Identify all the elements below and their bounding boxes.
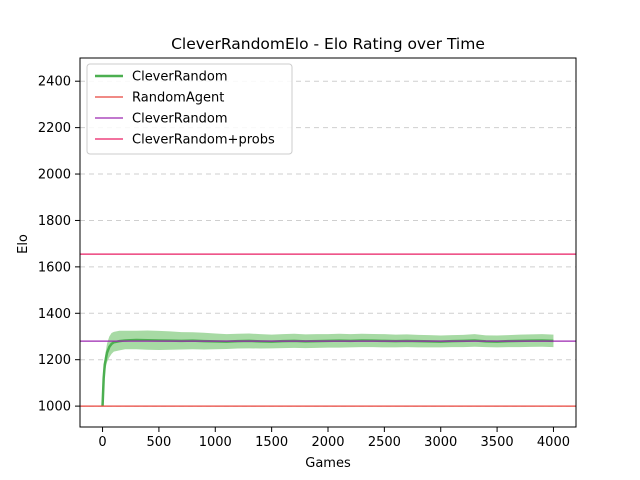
y-tick-label: 1400 [38, 307, 71, 322]
legend: CleverRandom RandomAgent CleverRandom Cleve… [86, 63, 293, 155]
y-tick-label: 2400 [38, 75, 71, 90]
legend-label-1: RandomAgent [132, 91, 224, 106]
legend-label-3: CleverRandom+probs [132, 133, 275, 148]
series-0-confidence-band [102, 330, 554, 407]
legend-label-0: CleverRandom [132, 70, 228, 85]
x-tick-label: 2500 [368, 435, 401, 450]
y-tick-label: 1000 [38, 400, 71, 415]
y-tick-label: 1200 [38, 353, 71, 368]
legend-box [86, 63, 293, 155]
x-tick-label: 4000 [537, 435, 570, 450]
y-tick-label: 1800 [38, 214, 71, 229]
x-tick-label: 500 [146, 435, 171, 450]
x-tick-label: 1000 [199, 435, 232, 450]
x-tick-label: 3000 [424, 435, 457, 450]
chart-title: CleverRandomElo - Elo Rating over Time [171, 35, 485, 53]
x-axis-label: Games [305, 456, 351, 471]
y-tick-label: 2000 [38, 168, 71, 183]
y-axis-label: Elo [16, 234, 31, 254]
y-tick-label: 2200 [38, 121, 71, 136]
x-tick-label: 2000 [311, 435, 344, 450]
x-tick-label: 0 [98, 435, 106, 450]
legend-label-2: CleverRandom [132, 112, 228, 127]
x-tick-label: 1500 [255, 435, 288, 450]
plot-area: 0 500 1000 1500 2000 2500 3000 3500 4000 1000 1200… [38, 57, 577, 450]
y-tick-label: 1600 [38, 260, 71, 275]
x-tick-label: 3500 [481, 435, 514, 450]
